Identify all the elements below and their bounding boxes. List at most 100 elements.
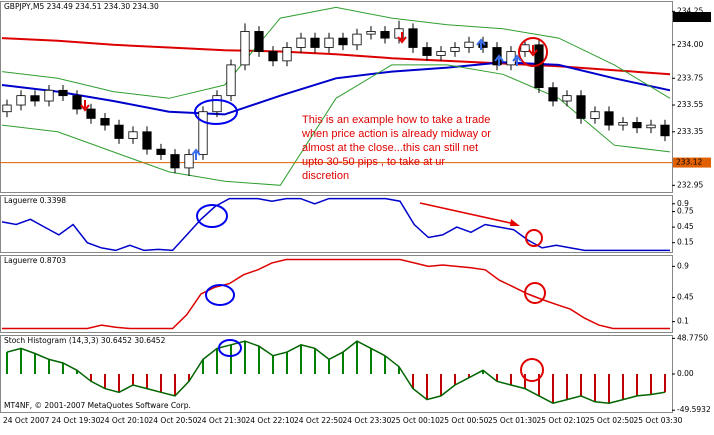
histogram-bar [454, 374, 456, 385]
y-tick-label: 233.55 [677, 100, 703, 109]
sell-arrow [80, 100, 90, 112]
histogram-bar [230, 344, 232, 374]
histogram-bar [104, 374, 106, 389]
panel-frames [0, 1, 673, 413]
histogram-bar [76, 370, 78, 374]
moving-average [1, 61, 671, 116]
moving-average [1, 64, 671, 186]
histogram-bar [664, 374, 666, 393]
histogram-bar [496, 374, 498, 382]
histogram-bar [398, 366, 400, 374]
histogram-bar [370, 348, 372, 374]
annotation: This is an example how to take a trade [302, 114, 490, 126]
x-tick-label: 24 Oct 20:10 [100, 416, 149, 425]
histogram-bar [62, 363, 64, 374]
histogram-bar [90, 374, 92, 382]
x-tick-label: 25 Oct 00:50 [440, 416, 489, 425]
annotation: when price action is already midway or [301, 128, 491, 140]
histogram-bar [538, 374, 540, 396]
candle-body [142, 131, 152, 150]
histogram-bar [202, 359, 204, 374]
candle-body [268, 51, 278, 62]
y-tick-label: 0.9 [677, 261, 689, 270]
moving-average [1, 6, 671, 99]
panel-title: Laguerre 0.8703 [4, 256, 66, 265]
candle-body [520, 44, 530, 52]
candle-body [352, 33, 362, 46]
sell-arrow [528, 45, 538, 57]
y-tick-label: 234.00 [677, 40, 703, 49]
candle-body [338, 37, 348, 46]
level-box [673, 157, 711, 168]
candle-body [380, 31, 390, 39]
laguerre1-frame [0, 195, 673, 253]
candle-body [198, 111, 208, 155]
y-tick-label: 0.00 [677, 369, 694, 378]
arrow-head [510, 219, 520, 226]
markers [80, 32, 548, 382]
candle-body [604, 111, 614, 126]
candle-body [324, 37, 334, 48]
histogram-bar [622, 374, 624, 400]
histogram-bar [426, 374, 428, 400]
candle-body [114, 124, 124, 139]
histogram-bar [342, 352, 344, 374]
histogram-bar [356, 341, 358, 374]
footer: MT4NF, © 2001-2007 MetaQuotes Software C… [4, 401, 191, 410]
histogram-bar [440, 374, 442, 396]
annotation: discretion [302, 170, 349, 182]
histogram-bar [174, 374, 176, 396]
histogram-bar [328, 359, 330, 374]
candle-body [660, 124, 670, 137]
panel-title: Stoch Histogram (14,3,3) 30.6452 30.6452 [4, 336, 166, 345]
histogram-bar [160, 374, 162, 393]
buy-arrow [494, 54, 504, 66]
red-circle [524, 282, 546, 304]
histogram-bar [580, 374, 582, 396]
candle-body [128, 131, 138, 139]
candle-body [576, 95, 586, 119]
x-tick-label: 25 Oct 03:30 [634, 416, 683, 425]
histogram-bar [510, 374, 512, 385]
y-tick-label: 0.9 [677, 199, 689, 208]
histogram-bar [300, 344, 302, 374]
histogram-bar [272, 355, 274, 374]
histogram-bar [552, 374, 554, 404]
blue-circle [194, 99, 238, 125]
bid-label: 234.30 [676, 12, 702, 21]
histogram-bar [118, 374, 120, 393]
candle-body [86, 108, 96, 119]
candle-body [366, 31, 376, 35]
y-tick-label: 0.1 [677, 317, 689, 326]
candle-body [310, 37, 320, 48]
histogram-bar [314, 348, 316, 374]
candle-body [44, 89, 54, 102]
panel-title: Laguerre 0.3398 [4, 196, 66, 205]
x-tick-label: 24 Oct 22:10 [246, 416, 295, 425]
histogram-bar [34, 353, 36, 374]
candle-body [16, 95, 26, 106]
x-tick-label: 24 Oct 2007 [3, 416, 50, 425]
candle-body [562, 95, 572, 102]
candle-body [282, 47, 292, 62]
blue-circle [218, 339, 242, 357]
x-tick-label: 24 Oct 23:30 [343, 416, 392, 425]
histogram-bar [636, 374, 638, 396]
y-tick-label: 48.7750 [677, 333, 708, 342]
x-tick-label: 24 Oct 19:30 [52, 416, 101, 425]
histogram-bar [286, 352, 288, 374]
histogram-bar [20, 348, 22, 374]
candle-body [296, 37, 306, 48]
histogram-bar [566, 374, 568, 400]
candle-body [632, 122, 642, 129]
x-tick-label: 25 Oct 02:10 [537, 416, 586, 425]
histogram-bar [608, 374, 610, 404]
red-circle [525, 229, 543, 247]
laguerre2-frame [0, 255, 673, 333]
candle-body [240, 31, 250, 66]
x-tick-label: 25 Oct 01:30 [488, 416, 537, 425]
histogram-bar [132, 374, 134, 385]
candle-body [506, 51, 516, 66]
red-circle [520, 358, 544, 382]
